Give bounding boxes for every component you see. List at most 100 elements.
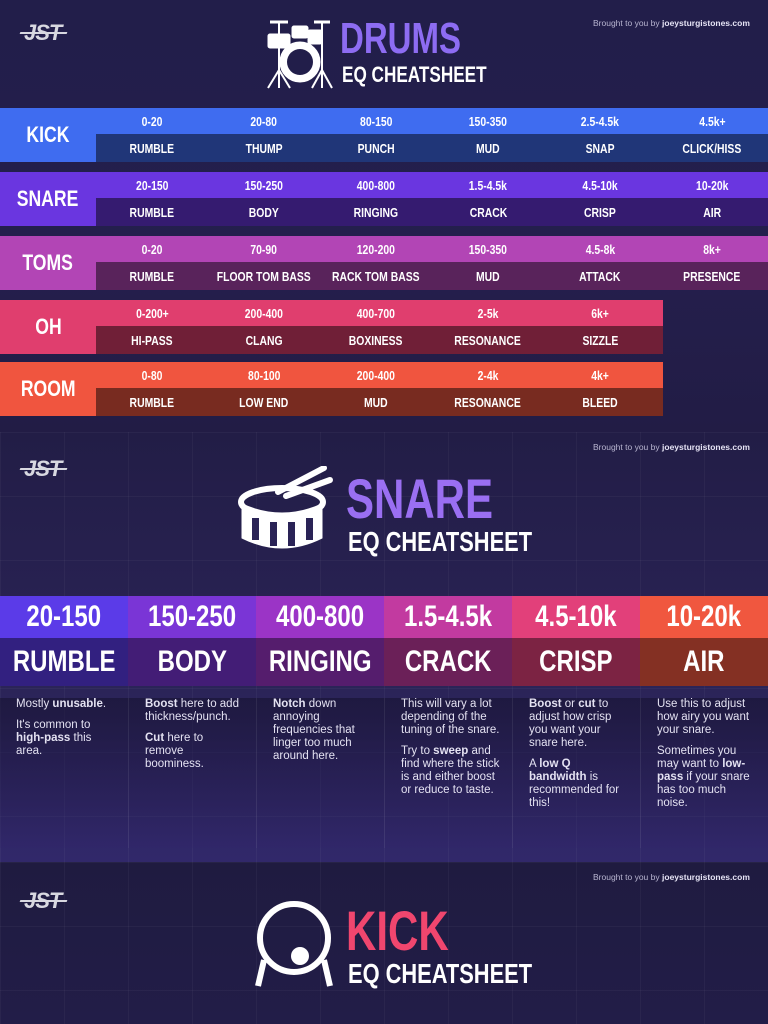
snare-range-cell: 400-800 <box>256 596 384 638</box>
drum-range-cell: 20-80 <box>208 108 320 134</box>
drum-label-cell: MUD <box>432 262 544 290</box>
snare-range-text: 20-150 <box>26 600 102 633</box>
snare-note-text: It's common to <box>16 719 91 731</box>
drum-label-row: HI-PASS CLANG BOXINESS RESONANCE SIZZLE <box>96 326 663 354</box>
drum-label-text: RACK TOM BASS <box>332 268 420 284</box>
snare-range-text: 4.5-10k <box>535 600 617 633</box>
drum-label-cell: RUMBLE <box>96 134 208 162</box>
snare-range-band: 20-150 150-250 400-800 1.5-4.5k 4.5-10k 10-20… <box>0 596 768 638</box>
snare-range-cell: 150-250 <box>128 596 256 638</box>
snare-note-emphasis: Boost <box>529 698 562 710</box>
drum-row-name-label: ROOM <box>20 376 76 401</box>
drum-range-text: 80-100 <box>247 367 281 383</box>
snare-label-text: BODY <box>157 645 227 678</box>
drum-label-text: MUD <box>476 140 500 156</box>
drum-range-text: 2-4k <box>477 367 499 383</box>
drum-label-text: LOW END <box>239 394 289 410</box>
snare-range-text: 1.5-4.5k <box>403 600 493 633</box>
drum-range-cell: 4.5k+ <box>656 108 768 134</box>
snare-note-emphasis: unusable <box>52 698 103 710</box>
snare-label-text: RUMBLE <box>12 645 116 678</box>
drum-row-name: KICK <box>0 108 96 162</box>
snare-note-paragraph: A low Q bandwidth is recommended for thi… <box>529 758 628 810</box>
credit-site-link[interactable]: joeysturgistones.com <box>662 442 750 452</box>
drum-range-text: 4.5-10k <box>582 177 618 193</box>
drum-range-text: 400-700 <box>356 305 396 321</box>
drum-label-cell: MUD <box>320 388 432 416</box>
drum-row: ROOM 0-80 80-100 200-400 2-4k 4k+ RUMBLE LOW EN… <box>0 362 663 416</box>
snare-range-text: 150-250 <box>147 600 237 633</box>
drum-range-cell: 120-200 <box>320 236 432 262</box>
snare-note-text: here to remove boominess. <box>145 732 204 770</box>
drum-range-text: 150-250 <box>244 177 284 193</box>
drum-label-row: RUMBLE FLOOR TOM BASS RACK TOM BASS MUD ATTA… <box>96 262 768 290</box>
snare-label-text: CRACK <box>404 645 492 678</box>
drum-range-cell: 8k+ <box>656 236 768 262</box>
drum-label-cell: AIR <box>656 198 768 226</box>
snare-range-cell: 1.5-4.5k <box>384 596 512 638</box>
snare-note-text: here to add thickness/punch. <box>145 698 239 723</box>
drum-range-cell: 1.5-4.5k <box>432 172 544 198</box>
drum-label-text: BLEED <box>582 394 618 410</box>
drum-range-row: 0-20 70-90 120-200 150-350 4.5-8k 8k+ <box>96 236 768 262</box>
snare-note-text: or <box>561 698 579 710</box>
snare-note-emphasis: Cut <box>145 732 165 744</box>
drum-label-cell: RESONANCE <box>432 388 544 416</box>
drum-range-cell: 150-350 <box>432 236 544 262</box>
drum-label-text: CRISP <box>584 204 616 220</box>
snare-note-text: to adjust how crisp you want your snare … <box>529 698 612 749</box>
drum-label-cell: CRACK <box>432 198 544 226</box>
drum-range-cell: 400-800 <box>320 172 432 198</box>
credit-site-link[interactable]: joeysturgistones.com <box>662 18 750 28</box>
drum-label-text: THUMP <box>245 140 283 156</box>
drum-range-cell: 2-5k <box>432 300 544 326</box>
snare-drum-icon <box>238 466 333 549</box>
snare-note-column: This will vary a lot depending of the tu… <box>384 698 512 848</box>
drum-label-row: RUMBLE BODY RINGING CRACK CRISP AIR <box>96 198 768 226</box>
snare-note-text: Mostly <box>16 698 53 710</box>
credit-site-link[interactable]: joeysturgistones.com <box>662 872 750 882</box>
snare-label-text: RINGING <box>268 645 372 678</box>
drum-range-cell: 80-150 <box>320 108 432 134</box>
drum-label-text: RUMBLE <box>129 140 175 156</box>
drum-label-text: HI-PASS <box>131 332 173 348</box>
drum-range-text: 1.5-4.5k <box>468 177 508 193</box>
snare-note-text: Sometimes you may want to <box>657 745 737 770</box>
drum-range-text: 20-80 <box>250 113 278 129</box>
snare-label-text: AIR <box>683 645 725 678</box>
snare-label-cell: RINGING <box>256 638 384 686</box>
credit-line: Brought to you by joeysturgistones.com <box>593 872 750 882</box>
snare-note-column: Mostly unusable. It's common to high-pass… <box>0 698 128 848</box>
drum-row: OH 0-200+ 200-400 400-700 2-5k 6k+ HI-PASS CLAN… <box>0 300 663 354</box>
drum-label-cell: PUNCH <box>320 134 432 162</box>
drum-label-cell: HI-PASS <box>96 326 208 354</box>
snare-note-paragraph: Notch down annoying frequencies that lin… <box>273 698 372 763</box>
drum-label-cell: RESONANCE <box>432 326 544 354</box>
drum-label-text: CLICK/HISS <box>682 140 742 156</box>
snare-label-cell: BODY <box>128 638 256 686</box>
drum-label-cell: THUMP <box>208 134 320 162</box>
drum-range-text: 8k+ <box>703 241 721 257</box>
drum-label-text: PUNCH <box>357 140 395 156</box>
drum-range-row: 0-200+ 200-400 400-700 2-5k 6k+ <box>96 300 663 326</box>
drum-label-cell: BODY <box>208 198 320 226</box>
drum-row-name: TOMS <box>0 236 96 290</box>
snare-note-text: . <box>102 698 107 710</box>
drum-range-text: 400-800 <box>356 177 396 193</box>
snare-note-emphasis: cut <box>578 698 596 710</box>
snare-note-emphasis: Boost <box>145 698 178 710</box>
snare-subtitle: EQ CHEATSHEET <box>348 526 533 557</box>
snare-note-text: This will vary a lot depending of the tu… <box>401 698 500 736</box>
drum-label-text: CLANG <box>245 332 283 348</box>
drum-range-text: 4k+ <box>591 367 609 383</box>
drum-range-text: 120-200 <box>356 241 396 257</box>
snare-note-emphasis: Notch <box>273 698 306 710</box>
drum-label-cell: RINGING <box>320 198 432 226</box>
drum-row: TOMS 0-20 70-90 120-200 150-350 4.5-8k 8k+ RUMB… <box>0 236 768 290</box>
drum-label-cell: RUMBLE <box>96 388 208 416</box>
drum-label-text: SIZZLE <box>582 332 618 348</box>
drum-range-text: 150-350 <box>468 113 508 129</box>
drum-label-text: BODY <box>248 204 280 220</box>
drum-label-cell: CLANG <box>208 326 320 354</box>
drum-range-cell: 150-350 <box>432 108 544 134</box>
